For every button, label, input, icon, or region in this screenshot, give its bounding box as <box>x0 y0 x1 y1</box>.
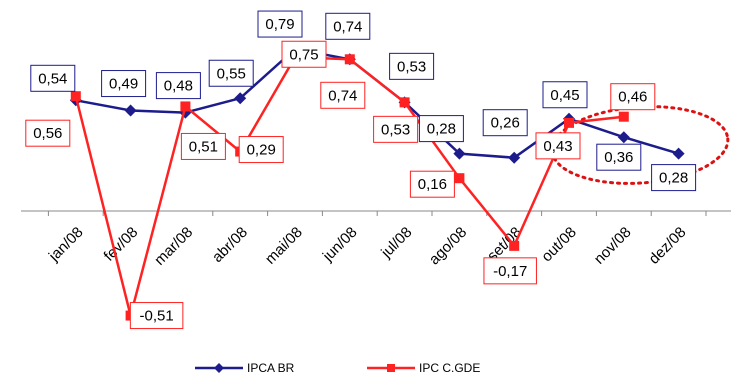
data-label-box-ipca <box>651 164 697 192</box>
x-tick-label: jun/08 <box>319 224 361 266</box>
data-label-box-ipc <box>238 136 284 164</box>
series-layer <box>69 43 685 321</box>
data-label-ipc: 0,56 <box>33 125 62 142</box>
data-point-ipc <box>70 91 81 102</box>
x-tick-label: fev/08 <box>101 224 142 265</box>
data-point-ipca <box>453 147 466 160</box>
data-point-ipc <box>509 240 520 251</box>
data-label-box-ipca <box>325 12 371 40</box>
legend-marker-ipca <box>214 363 224 373</box>
data-label-box-ipca <box>30 64 76 92</box>
data-label-ipc: 0,53 <box>381 121 410 138</box>
x-tick-label: out/08 <box>538 224 580 266</box>
legend-label-ipca: IPCA BR <box>247 361 295 375</box>
data-point-ipc <box>454 173 465 184</box>
data-label-box-ipc <box>180 132 226 160</box>
data-label-ipc: -0,17 <box>493 263 527 280</box>
data-label-box-ipc <box>320 81 366 109</box>
x-tick-label: nov/08 <box>591 224 635 268</box>
data-label-ipca: 0,48 <box>164 78 193 95</box>
x-tick-label: abr/08 <box>209 224 251 266</box>
data-point-ipc <box>618 111 629 122</box>
axis-layer: jan/08 fev/08 mar/08 abr/08 mai/08 jun/08 jul/… <box>21 210 731 269</box>
x-tick-label: ago/08 <box>426 224 470 268</box>
data-label-ipca: 0,28 <box>427 121 456 138</box>
x-tick-label: jul/08 <box>377 224 415 262</box>
data-label-ipca: 0,74 <box>333 18 362 35</box>
legend-marker-ipc <box>387 364 395 372</box>
data-point-ipc <box>399 97 410 108</box>
data-label-ipc: 0,75 <box>289 46 318 63</box>
data-label-ipca: 0,79 <box>265 16 294 33</box>
data-label-box-ipca <box>208 59 254 87</box>
data-label-box-ipc <box>281 40 327 68</box>
data-label-ipca: 0,54 <box>38 70 67 87</box>
data-label-ipc: 0,74 <box>328 87 357 104</box>
data-label-ipc: 0,43 <box>543 138 572 155</box>
data-label-box-ipc <box>610 83 656 111</box>
data-label-ipca: 0,53 <box>397 58 426 75</box>
data-label-box-ipca <box>482 109 528 137</box>
data-point-ipca <box>508 151 521 164</box>
label-layer: 0,54 0,49 0,48 0,55 0,79 0,74 0,53 0,28 0,26 0,45… <box>25 10 697 330</box>
x-tick-label: mai/08 <box>262 224 306 268</box>
data-label-ipca: 0,28 <box>659 170 688 187</box>
data-label-box-ipc <box>483 257 537 285</box>
data-label-box-ipc <box>535 132 581 160</box>
data-label-box-ipca <box>389 52 435 80</box>
data-label-box-ipca <box>155 72 201 100</box>
data-label-box-ipca <box>101 70 147 98</box>
x-tick-label: dez/08 <box>646 224 690 268</box>
data-label-box-ipc <box>129 302 184 330</box>
data-label-box-ipca <box>596 143 642 171</box>
data-label-ipca: 0,26 <box>491 115 520 132</box>
data-label-ipc: 0,29 <box>247 142 276 159</box>
data-point-ipca <box>672 147 685 160</box>
data-label-box-ipca <box>257 10 303 38</box>
data-label-ipc: 0,46 <box>618 89 647 106</box>
data-label-box-ipca <box>418 115 464 143</box>
data-label-ipc: -0,51 <box>139 308 173 325</box>
data-label-ipca: 0,49 <box>109 76 138 93</box>
data-point-ipca <box>234 92 247 105</box>
data-label-ipca: 0,55 <box>217 65 246 82</box>
data-label-ipca: 0,36 <box>604 149 633 166</box>
data-point-ipc <box>564 117 574 128</box>
data-point-ipc <box>344 54 355 65</box>
data-label-ipca: 0,45 <box>550 87 579 104</box>
x-tick-label: jan/08 <box>45 224 87 266</box>
data-label-box-ipc <box>25 119 71 147</box>
data-label-ipc: 0,51 <box>189 138 218 155</box>
data-label-box-ipca <box>542 81 588 109</box>
data-point-ipca <box>617 131 630 144</box>
data-label-box-ipc <box>409 170 455 198</box>
data-point-ipca <box>124 104 137 117</box>
legend-label-ipc: IPC C.GDE <box>419 361 480 375</box>
x-tick-label: mar/08 <box>151 224 196 269</box>
data-label-box-ipc <box>373 115 419 143</box>
data-label-ipc: 0,16 <box>418 176 447 193</box>
data-point-ipc <box>180 101 191 112</box>
legend: IPCA BR IPC C.GDE <box>195 361 480 375</box>
